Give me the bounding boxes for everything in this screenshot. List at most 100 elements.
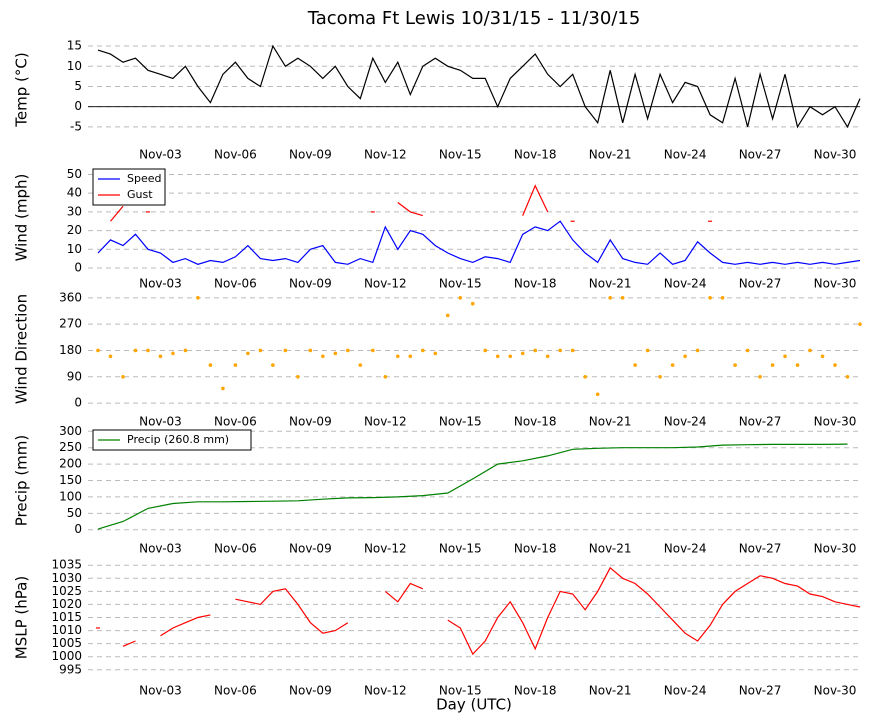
x-tick-label: Nov-30 [814,148,857,162]
x-tick-label: Nov-27 [739,277,782,291]
x-tick-label: Nov-12 [364,415,407,429]
x-tick-label: Nov-24 [664,148,707,162]
chart-title: Tacoma Ft Lewis 10/31/15 - 11/30/15 [307,8,641,29]
point [483,348,488,353]
point [795,363,800,367]
y-tick-label: 1010 [51,623,82,637]
point [395,354,400,359]
point [583,374,587,379]
point [246,351,250,356]
point [308,348,313,353]
x-tick-label: Nov-27 [739,684,782,698]
point [720,296,725,300]
line [97,220,861,265]
line [97,443,848,530]
point [146,348,150,353]
point [808,348,812,353]
x-tick-label: Nov-03 [139,415,182,429]
x-tick-label: Nov-09 [289,684,332,698]
x-tick-label: Nov-30 [814,684,857,698]
x-tick-label: Nov-18 [514,684,557,698]
y-tick-label: 0 [74,99,82,113]
x-tick-label: Nov-21 [589,277,632,291]
y-tick-label: 360 [59,290,82,304]
line [522,184,549,216]
line [384,582,424,603]
point [695,348,700,353]
y-axis-label: Precip (mm) [13,435,31,526]
y-tick-label: 0 [74,396,82,410]
y-axis-label: Temp (°C) [13,52,31,127]
point [458,296,463,300]
point [833,363,837,367]
y-tick-label: 10 [67,59,82,73]
x-tick-label: Nov-15 [439,148,482,162]
point [333,351,338,356]
y-tick-label: 180 [59,343,82,357]
y-tick-label: 250 [59,440,82,454]
y-tick-label: 995 [59,662,82,676]
point [445,313,450,318]
y-tick-label: 30 [67,204,82,218]
x-tick-label: Nov-12 [364,542,407,556]
point [183,348,188,353]
point [420,348,425,353]
line [122,640,136,647]
point [845,374,850,379]
x-tick-label: Nov-03 [139,148,182,162]
point [820,354,825,359]
point [633,363,637,367]
point [358,363,363,367]
point [620,296,625,300]
x-tick-label: Nov-18 [514,277,557,291]
y-tick-label: 1000 [51,649,82,663]
point [208,363,213,367]
line [97,44,861,129]
y-tick-label: 300 [59,424,82,438]
legend-box [92,168,166,206]
x-tick-label: Nov-09 [289,148,332,162]
y-tick-label: 0 [74,261,82,275]
point [258,348,263,353]
y-tick-label: 1015 [51,610,82,624]
point [233,363,238,367]
x-tick-label: Nov-27 [739,415,782,429]
point [670,363,675,367]
point [858,322,862,326]
point [595,392,600,397]
x-tick-label: Nov-15 [439,684,482,698]
x-tick-label: Nov-12 [364,277,407,291]
x-tick-label: Nov-03 [139,684,182,698]
legend-label: Gust [127,188,153,201]
point [783,354,787,359]
y-axis-label: MSLP (hPa) [13,576,31,659]
point [171,351,175,356]
point [371,348,375,353]
point [470,301,475,306]
y-tick-label: 150 [59,473,82,487]
x-tick-label: Nov-06 [214,684,257,698]
y-tick-label: 270 [59,317,82,331]
y-tick-label: 1035 [51,558,82,572]
x-tick-label: Nov-06 [214,148,257,162]
x-tick-label: Nov-12 [364,684,407,698]
point [271,363,275,367]
point [545,354,550,359]
y-tick-label: 100 [59,489,82,503]
point [708,296,712,300]
line [235,588,349,634]
point [221,386,225,391]
line [447,566,861,656]
y-tick-label: 10 [67,242,82,256]
line [110,205,124,222]
x-tick-label: Nov-24 [664,542,707,556]
point [745,348,750,353]
point [570,348,575,353]
x-tick-label: Nov-30 [814,415,857,429]
y-tick-label: -5 [70,119,82,133]
x-tick-label: Nov-06 [214,277,257,291]
y-tick-label: 5 [74,79,82,93]
point [645,348,650,353]
point [346,348,350,353]
point [121,374,125,379]
